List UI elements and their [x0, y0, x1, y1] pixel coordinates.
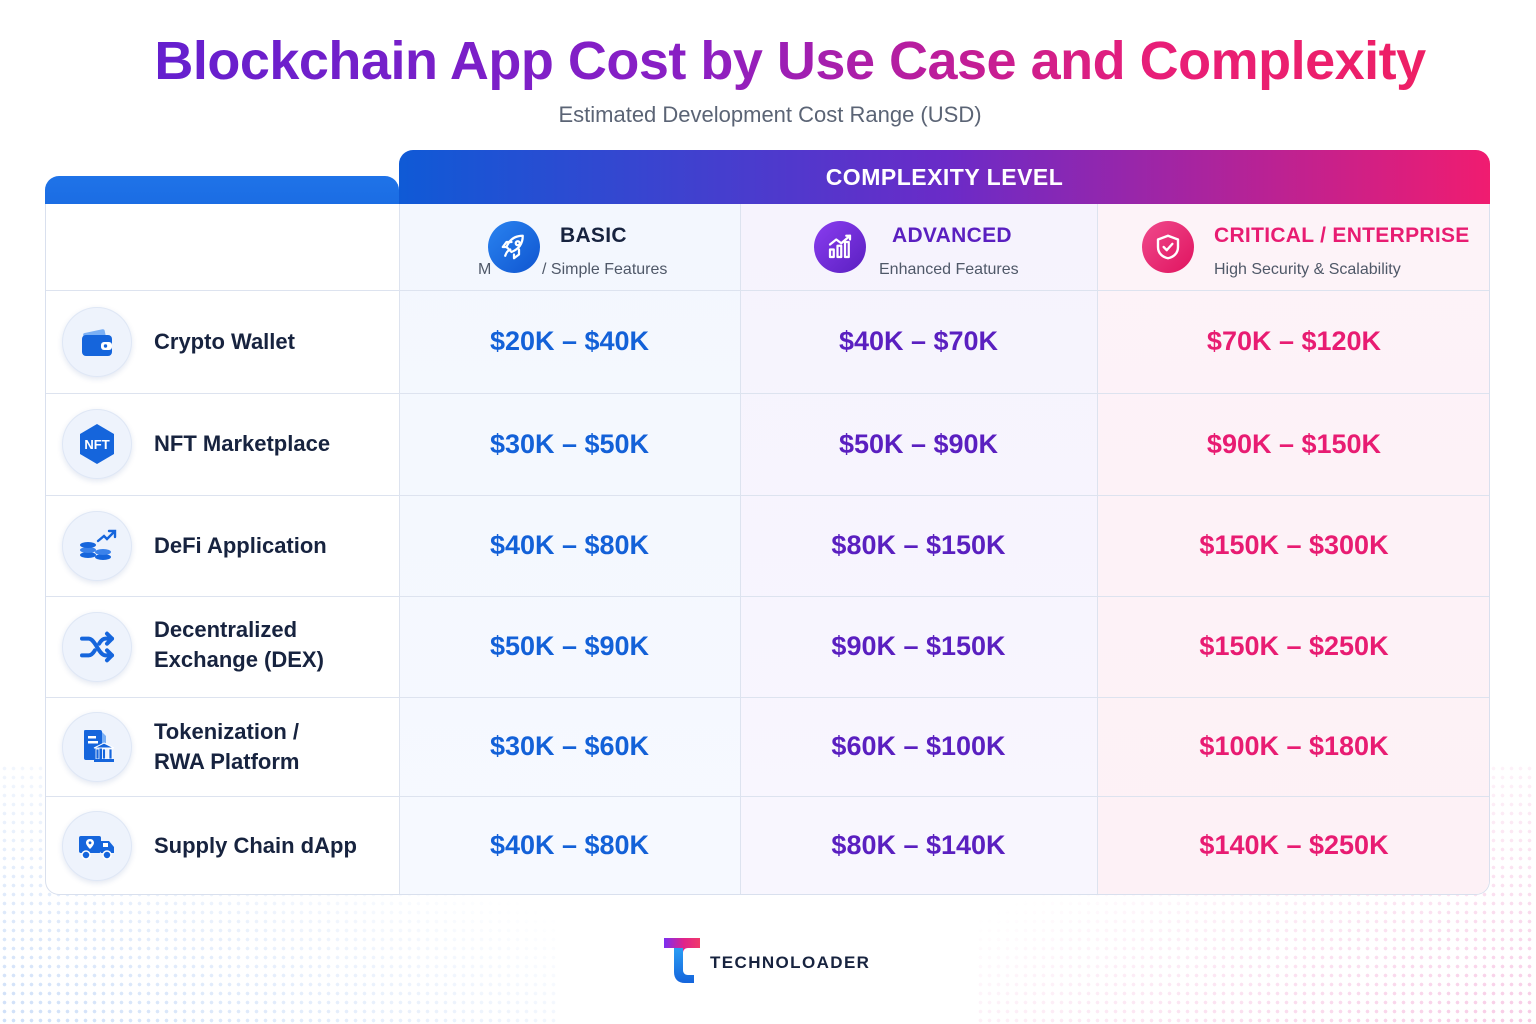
- basic-level-description: / Simple Features: [542, 261, 668, 278]
- table-row: Supply Chain dApp $40K – $80K $80K – $14…: [46, 796, 1489, 894]
- critical-level-title: CRITICAL / ENTERPRISE: [1214, 224, 1470, 247]
- use-case-label-line: Decentralized: [154, 617, 298, 642]
- use-case-label-line: RWA Platform: [154, 749, 300, 774]
- table-row: DeFi Application $40K – $80K $80K – $150…: [46, 495, 1489, 596]
- basic-cost: $50K – $90K: [489, 631, 650, 661]
- use-case-label: Decentralized Exchange (DEX): [154, 615, 384, 675]
- complexity-level-header: COMPLEXITY LEVEL: [399, 150, 1490, 204]
- shield-check-icon: [1142, 221, 1194, 273]
- basic-cost: $40K – $80K: [489, 530, 650, 560]
- table-row: Tokenization / RWA Platform $30K – $60K …: [46, 697, 1489, 796]
- use-case-label: Crypto Wallet: [154, 328, 295, 354]
- basic-level-title: BASIC: [560, 224, 627, 247]
- column-divider: [740, 204, 741, 894]
- advanced-level-description: Enhanced Features: [879, 261, 1019, 278]
- critical-cost: $70K – $120K: [1206, 326, 1382, 356]
- table-row: Crypto Wallet $20K – $40K $40K – $70K $7…: [46, 290, 1489, 393]
- basic-cost: $30K – $60K: [489, 731, 650, 761]
- use-case-label: Tokenization / RWA Platform: [154, 717, 384, 777]
- critical-level-description: High Security & Scalability: [1214, 261, 1401, 278]
- advanced-column-background: [740, 204, 1097, 894]
- svg-text:NFT: NFT: [84, 437, 109, 452]
- technoloader-logo-icon: [660, 934, 704, 991]
- table-body: BASIC M / Simple Features ADVANCED Enhan…: [45, 204, 1490, 895]
- use-case-label-line: Tokenization /: [154, 719, 300, 744]
- technoloader-logo: TECHNOLOADER: [660, 934, 870, 991]
- advanced-cost: $40K – $70K: [838, 326, 999, 356]
- basic-level-description-fragment: M: [478, 261, 492, 278]
- technoloader-logo-text: TECHNOLOADER: [710, 952, 871, 972]
- rocket-icon: [488, 221, 540, 273]
- nft-hexagon-icon: NFT: [62, 409, 132, 479]
- basic-level-header: BASIC M / Simple Features: [399, 204, 740, 290]
- basic-column-background: [399, 204, 740, 894]
- basic-cost: $40K – $80K: [489, 830, 650, 860]
- basic-cost: $30K – $50K: [489, 428, 650, 459]
- document-bank-icon: [62, 711, 132, 782]
- wallet-icon: [62, 306, 132, 377]
- advanced-cost: $90K – $150K: [831, 631, 1006, 661]
- swap-arrows-icon: [62, 611, 132, 682]
- advanced-cost: $80K – $150K: [831, 530, 1006, 560]
- cost-table: USE CASE (APP TYPE) COMPLEXITY LEVEL BAS…: [45, 150, 1490, 895]
- use-case-label: DeFi Application: [154, 532, 327, 558]
- row-divider: [46, 393, 1489, 394]
- row-divider: [46, 697, 1489, 698]
- advanced-cost: $60K – $100K: [831, 731, 1006, 761]
- row-divider: [46, 796, 1489, 797]
- critical-cost: $150K – $250K: [1199, 631, 1389, 661]
- critical-cost: $100K – $180K: [1199, 731, 1389, 761]
- critical-cost: $150K – $300K: [1199, 530, 1389, 560]
- column-divider: [399, 204, 400, 894]
- row-divider: [46, 495, 1489, 496]
- advanced-cost: $80K – $140K: [831, 830, 1006, 860]
- use-case-label: Supply Chain dApp: [154, 832, 357, 858]
- table-row: NFT NFT Marketplace $30K – $50K $50K – $…: [46, 393, 1489, 495]
- critical-cost: $140K – $250K: [1199, 830, 1389, 860]
- row-divider: [46, 596, 1489, 597]
- delivery-truck-icon: [62, 810, 132, 881]
- column-divider: [1097, 204, 1098, 894]
- bar-chart-growth-icon: [814, 221, 866, 273]
- advanced-level-header: ADVANCED Enhanced Features: [740, 204, 1097, 290]
- critical-column-background: [1097, 204, 1489, 894]
- basic-cost: $20K – $40K: [489, 326, 650, 356]
- critical-level-header: CRITICAL / ENTERPRISE High Security & Sc…: [1097, 204, 1489, 290]
- table-row: Decentralized Exchange (DEX) $50K – $90K…: [46, 596, 1489, 697]
- advanced-cost: $50K – $90K: [838, 428, 999, 459]
- use-case-label-line: Exchange (DEX): [154, 647, 324, 672]
- page-subtitle: Estimated Development Cost Range (USD): [558, 102, 982, 127]
- advanced-level-title: ADVANCED: [892, 224, 1012, 247]
- coin-stack-growth-icon: [62, 510, 132, 581]
- critical-cost: $90K – $150K: [1206, 428, 1382, 459]
- row-divider: [46, 290, 1489, 291]
- use-case-label: NFT Marketplace: [154, 431, 331, 456]
- page-title: Blockchain App Cost by Use Case and Comp…: [0, 30, 1536, 92]
